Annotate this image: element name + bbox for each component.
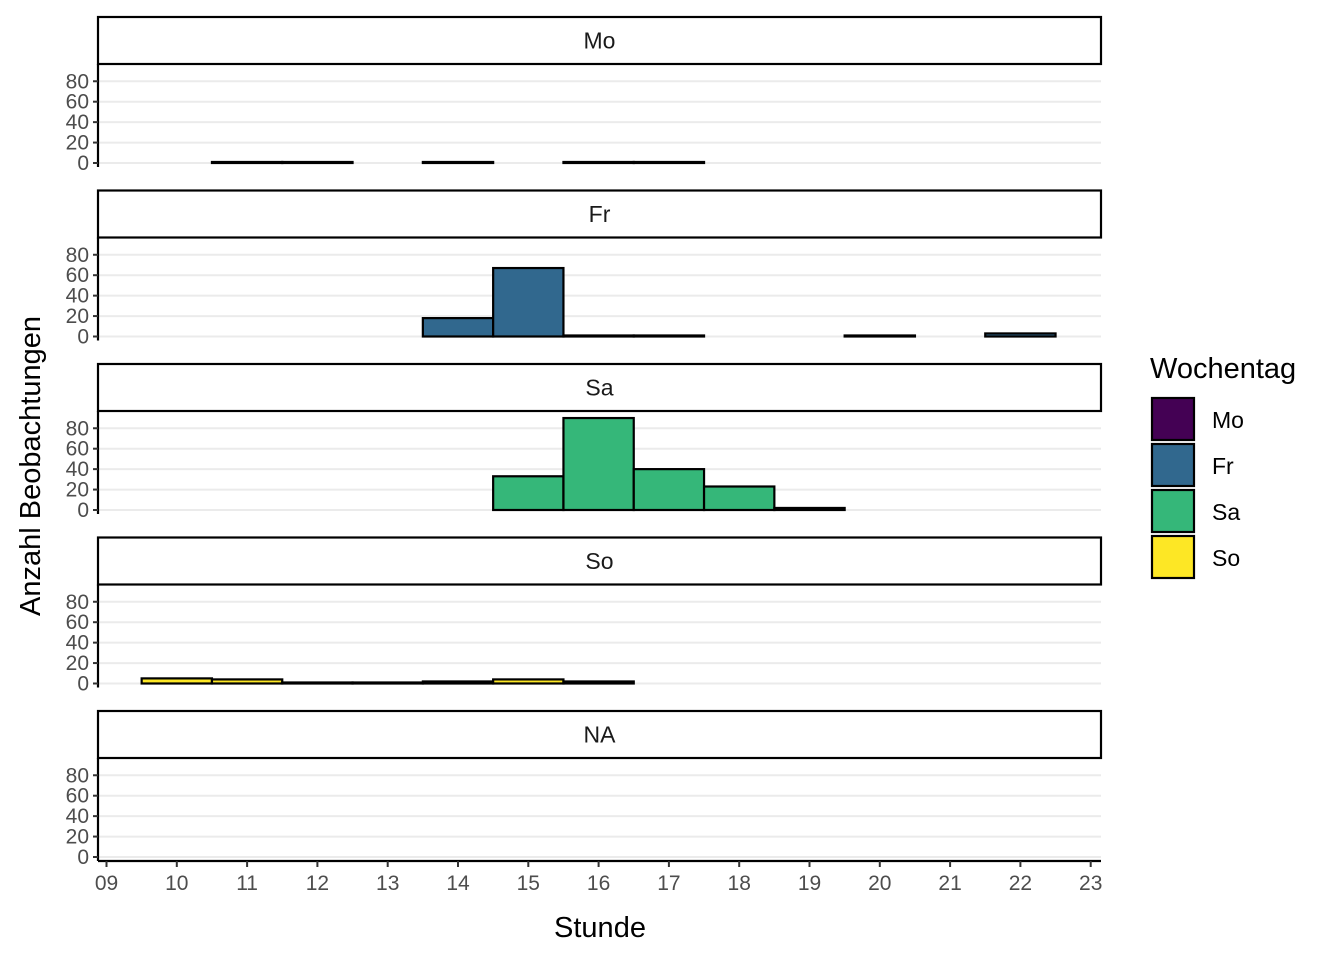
- x-tick-label: 21: [938, 872, 961, 895]
- y-tick-label: 60: [66, 264, 89, 287]
- x-tick-label: 11: [236, 872, 258, 895]
- x-tick-label: 12: [306, 872, 329, 895]
- histogram-bar: [562, 160, 635, 165]
- legend-title: Wochentag: [1150, 353, 1296, 385]
- x-tick-label: 17: [657, 872, 680, 895]
- legend-label: Mo: [1212, 407, 1244, 433]
- y-tick-label: 0: [77, 499, 89, 522]
- histogram-bar: [140, 677, 214, 685]
- histogram-bar: [492, 678, 565, 685]
- facet-strip-label: Fr: [589, 201, 611, 227]
- y-tick-label: 60: [66, 438, 89, 461]
- legend-key-fr: [1150, 442, 1196, 488]
- facet-strip: [96, 362, 1103, 413]
- legend-key-sa: [1150, 488, 1196, 534]
- facet-strip: [96, 189, 1103, 239]
- y-tick-label: 60: [66, 785, 89, 808]
- x-axis-title: Stunde: [554, 912, 646, 944]
- x-tick-label: 15: [517, 872, 540, 895]
- facet-strip: [96, 536, 1103, 586]
- y-tick-label: 20: [66, 652, 89, 675]
- histogram-bar: [421, 680, 495, 685]
- x-tick-label: 22: [1009, 872, 1032, 895]
- facet-panels: Mo020406080Fr020406080Sa020406080So02040…: [66, 15, 1103, 869]
- x-tick-label: 20: [868, 872, 891, 895]
- y-axis-title: Anzahl Beobachtungen: [15, 316, 47, 616]
- y-tick-label: 80: [66, 70, 89, 93]
- histogram-bar: [351, 681, 424, 685]
- histogram-bar: [773, 506, 846, 512]
- y-tick-label: 80: [66, 764, 89, 787]
- histogram-bar: [843, 334, 917, 338]
- histogram-bar: [421, 160, 495, 165]
- y-tick-label: 40: [66, 632, 89, 655]
- facet-strip-label: NA: [584, 722, 617, 748]
- y-tick-label: 20: [66, 305, 89, 328]
- x-tick-label: 18: [728, 872, 751, 895]
- histogram-bar: [210, 678, 284, 685]
- y-tick-label: 0: [77, 673, 89, 696]
- x-tick-label: 16: [587, 872, 610, 895]
- x-tick-label: 19: [798, 872, 821, 895]
- histogram-bar: [632, 334, 706, 338]
- y-tick-label: 60: [66, 611, 89, 634]
- y-tick-label: 0: [77, 846, 89, 869]
- histogram-bar: [210, 160, 284, 165]
- histogram-bar: [421, 317, 495, 338]
- histogram-bar: [281, 160, 354, 165]
- facet-strip: [96, 15, 1103, 66]
- histogram-bar: [492, 266, 565, 338]
- y-tick-label: 80: [66, 244, 89, 267]
- facet-strip-label: So: [585, 548, 613, 574]
- facet-strip: [96, 709, 1103, 760]
- histogram-bar: [562, 680, 635, 685]
- y-tick-label: 0: [77, 326, 89, 349]
- legend: Wochentag Mo Fr Sa So: [1150, 353, 1296, 580]
- y-tick-label: 80: [66, 591, 89, 614]
- histogram-bar: [702, 485, 776, 512]
- histogram-bar: [984, 332, 1057, 338]
- legend-label: So: [1212, 545, 1240, 571]
- x-tick-label: 09: [95, 872, 118, 895]
- y-tick-label: 40: [66, 458, 89, 481]
- y-tick-label: 80: [66, 417, 89, 440]
- legend-label: Sa: [1212, 499, 1240, 525]
- y-tick-label: 40: [66, 111, 89, 134]
- y-tick-label: 20: [66, 132, 89, 155]
- x-tick-label: 10: [165, 872, 188, 895]
- histogram-bar: [281, 681, 354, 685]
- x-tick-label: 13: [376, 872, 399, 895]
- x-axis: 09 10 11 12 13 14 15 16 17 18 19 20 21 22 23: [95, 859, 1102, 895]
- legend-label: Fr: [1212, 453, 1234, 479]
- x-tick-label: 23: [1079, 872, 1102, 895]
- y-tick-label: 20: [66, 479, 89, 502]
- facet-strip-label: Sa: [585, 375, 613, 401]
- legend-key-so: [1150, 534, 1196, 580]
- y-tick-label: 60: [66, 91, 89, 114]
- y-tick-label: 0: [77, 152, 89, 175]
- x-tick-label: 14: [446, 872, 470, 895]
- histogram-bar: [632, 160, 706, 165]
- histogram-bar: [492, 475, 565, 512]
- histogram-bar: [562, 334, 635, 338]
- legend-key-mo: [1150, 396, 1196, 442]
- facet-strip-label: Mo: [584, 28, 616, 54]
- y-tick-label: 40: [66, 285, 89, 308]
- y-tick-label: 20: [66, 826, 89, 849]
- histogram-bar: [632, 468, 706, 512]
- histogram-bar: [562, 416, 635, 512]
- y-tick-label: 40: [66, 805, 89, 828]
